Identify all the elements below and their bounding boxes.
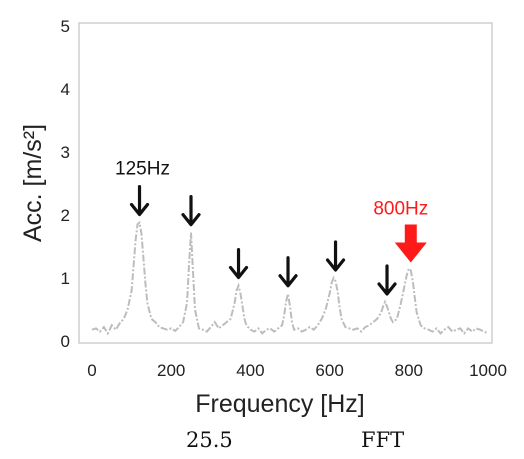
x-tick-label: 0	[87, 361, 96, 380]
fft-series-line	[91, 220, 489, 336]
peak-annotations: 125Hz 800Hz	[115, 159, 428, 296]
x-tick-label: 800	[395, 361, 423, 380]
peak-arrow-800hz	[394, 224, 427, 263]
peak-label-125hz: 125Hz	[115, 159, 170, 180]
x-tick-label: 200	[157, 361, 185, 380]
peak-arrow	[278, 256, 298, 288]
y-axis-label: Acc. [m/s²]	[19, 124, 47, 242]
peak-arrow	[228, 247, 249, 280]
y-tick-label: 1	[61, 269, 70, 288]
x-tick-label: 400	[236, 361, 264, 380]
peak-arrow	[129, 184, 150, 217]
y-tick-labels: 0 1 2 3 4 5	[61, 17, 70, 351]
caption-number: 25.5	[186, 428, 233, 452]
peak-arrow	[377, 264, 397, 296]
x-tick-label: 600	[315, 361, 343, 380]
peak-label-800hz: 800Hz	[373, 199, 428, 220]
x-tick-label: 1000	[469, 361, 507, 380]
y-tick-label: 3	[61, 143, 70, 162]
y-tick-label: 5	[61, 17, 70, 36]
y-tick-label: 2	[61, 206, 70, 225]
y-tick-label: 0	[61, 332, 70, 351]
plot-frame	[78, 22, 493, 344]
y-tick-label: 4	[61, 80, 70, 99]
peak-arrow	[181, 195, 201, 227]
caption-fft: FFT	[361, 428, 404, 452]
peak-arrow	[325, 240, 346, 272]
x-tick-labels: 0 200 400 600 800 1000	[87, 361, 507, 380]
x-axis-label: Frequency [Hz]	[195, 390, 365, 418]
